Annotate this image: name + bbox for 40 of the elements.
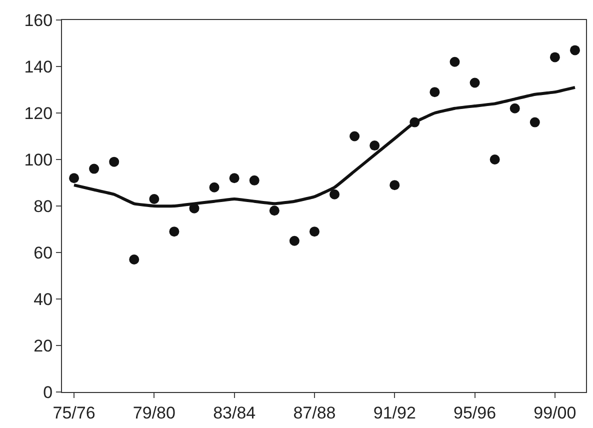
point bbox=[169, 226, 180, 237]
point bbox=[229, 173, 240, 184]
x-tick-label: 91/92 bbox=[373, 403, 416, 422]
x-tick-label: 75/76 bbox=[52, 403, 96, 422]
point bbox=[330, 189, 340, 200]
point bbox=[490, 154, 500, 164]
point bbox=[430, 87, 440, 98]
point bbox=[350, 131, 360, 142]
point bbox=[450, 56, 460, 67]
point bbox=[550, 52, 560, 62]
y-tick-label: 100 bbox=[24, 150, 53, 170]
x-tick-label: 87/88 bbox=[293, 403, 336, 422]
x-tick-label: 79/80 bbox=[132, 403, 176, 422]
point bbox=[209, 182, 220, 192]
x-tick-label: 99/00 bbox=[534, 403, 576, 422]
point bbox=[89, 164, 100, 174]
point bbox=[309, 226, 320, 237]
y-tick-label: 80 bbox=[34, 196, 53, 216]
point bbox=[269, 206, 280, 216]
y-tick-label: 20 bbox=[34, 336, 53, 356]
y-tick-label: 120 bbox=[24, 104, 53, 123]
y-tick-label: 0 bbox=[43, 382, 53, 402]
point bbox=[470, 78, 480, 88]
point bbox=[370, 140, 380, 151]
point bbox=[249, 175, 260, 186]
point bbox=[570, 45, 580, 56]
point bbox=[69, 173, 80, 184]
x-tick-label: 83/84 bbox=[213, 403, 256, 422]
point bbox=[390, 180, 400, 190]
point bbox=[109, 156, 120, 167]
point bbox=[129, 254, 140, 264]
point bbox=[149, 194, 160, 204]
y-tick-label: 40 bbox=[34, 290, 53, 309]
y-tick-label: 140 bbox=[24, 57, 53, 76]
y-tick-label: 160 bbox=[24, 10, 53, 30]
point bbox=[510, 103, 520, 114]
x-tick-label: 95/96 bbox=[454, 403, 496, 422]
point bbox=[289, 236, 300, 246]
point bbox=[530, 117, 540, 128]
y-tick-label: 60 bbox=[34, 243, 53, 262]
